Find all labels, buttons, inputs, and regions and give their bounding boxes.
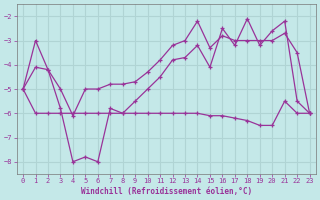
- X-axis label: Windchill (Refroidissement éolien,°C): Windchill (Refroidissement éolien,°C): [81, 187, 252, 196]
